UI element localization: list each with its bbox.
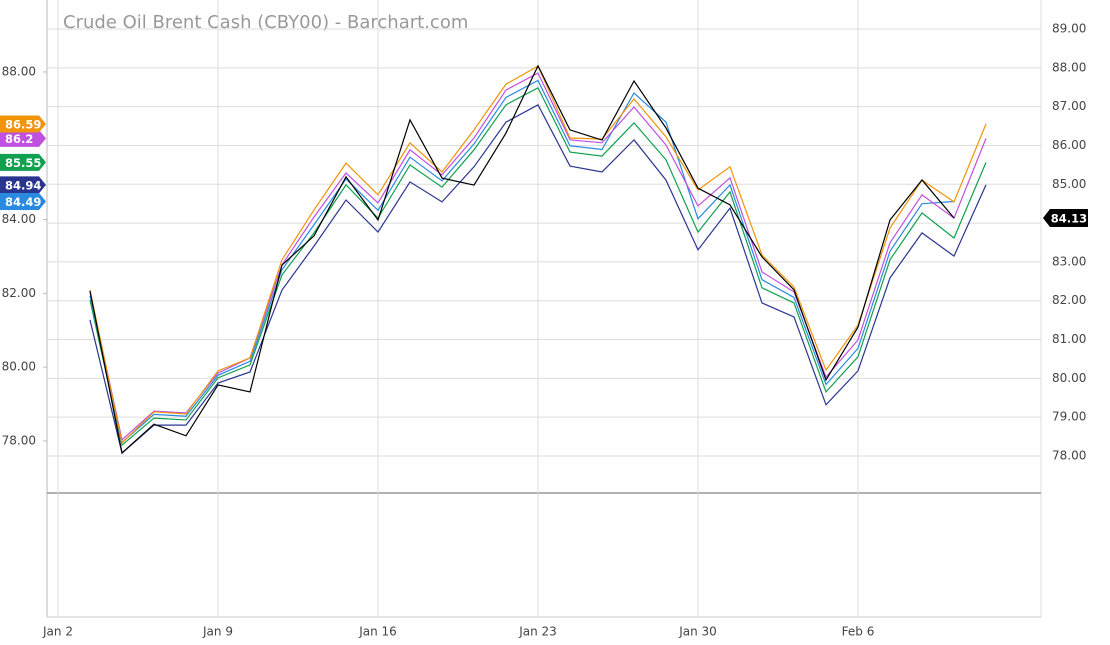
y2-tick-label: 82.00 [1052,293,1086,307]
y-tick-label: 88.00 [2,64,36,78]
last-value-label: 85.55 [5,156,41,170]
last-value-tag [0,129,46,147]
last-value-label: 86.59 [5,117,41,131]
y2-tick-label: 79.00 [1052,410,1086,424]
last-value-tag [1043,209,1088,228]
last-value-tag [0,153,46,171]
y2-tick-label: 85.00 [1052,177,1086,191]
series-line [89,79,955,444]
y-tick-label: 82.00 [2,286,36,300]
series-line [89,72,987,441]
y2-tick-label: 86.00 [1052,138,1086,152]
last-value-tag [0,176,46,194]
y2-tick-label: 78.00 [1052,449,1086,463]
y-tick-label: 84.00 [2,212,36,226]
y-tick-label: 80.00 [2,360,36,374]
last-value-tag [0,115,46,133]
x-tick-label: Jan 16 [358,625,397,639]
last-value-label: 84.49 [5,195,41,209]
x-tick-label: Jan 30 [678,625,717,639]
last-value-tag [0,192,46,210]
chart-title: Crude Oil Brent Cash (CBY00) - Barchart.… [63,12,468,33]
series-line [89,87,987,447]
x-tick-label: Jan 23 [518,625,557,639]
series-line [89,64,955,455]
series-line [89,103,987,455]
x-tick-label: Feb 6 [842,625,875,639]
last-value-label: 86.2 [5,132,33,146]
x-tick-label: Jan 9 [202,625,233,639]
y2-tick-label: 87.00 [1052,99,1086,113]
y2-tick-label: 88.00 [1052,60,1086,74]
last-value-label: 84.13 [1051,212,1087,226]
y2-tick-label: 81.00 [1052,332,1086,346]
last-value-label: 84.94 [5,178,41,192]
y2-tick-label: 80.00 [1052,371,1086,385]
x-tick-label: Jan 2 [42,625,73,639]
y2-tick-label: 89.00 [1052,21,1086,35]
y2-tick-label: 83.00 [1052,254,1086,268]
y-tick-label: 78.00 [2,433,36,447]
